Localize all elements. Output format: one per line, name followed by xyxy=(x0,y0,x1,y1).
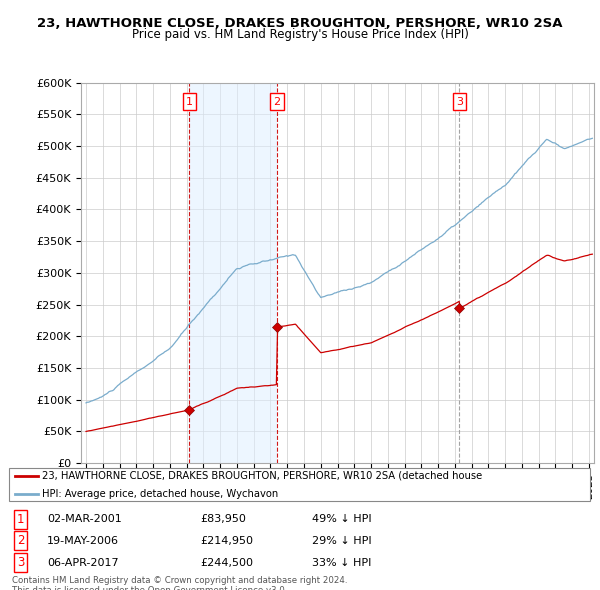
Bar xyxy=(190,83,277,463)
Text: 1: 1 xyxy=(17,513,25,526)
Text: 2: 2 xyxy=(273,97,280,107)
Text: £214,950: £214,950 xyxy=(200,536,253,546)
Text: £83,950: £83,950 xyxy=(200,514,246,524)
Text: 19-MAY-2006: 19-MAY-2006 xyxy=(47,536,119,546)
Text: 3: 3 xyxy=(17,556,25,569)
Text: 02-MAR-2001: 02-MAR-2001 xyxy=(47,514,122,524)
Text: 3: 3 xyxy=(456,97,463,107)
Text: 33% ↓ HPI: 33% ↓ HPI xyxy=(312,558,371,568)
Text: Contains HM Land Registry data © Crown copyright and database right 2024.
This d: Contains HM Land Registry data © Crown c… xyxy=(12,576,347,590)
Text: 06-APR-2017: 06-APR-2017 xyxy=(47,558,119,568)
Text: 49% ↓ HPI: 49% ↓ HPI xyxy=(312,514,371,524)
Text: Price paid vs. HM Land Registry's House Price Index (HPI): Price paid vs. HM Land Registry's House … xyxy=(131,28,469,41)
Text: HPI: Average price, detached house, Wychavon: HPI: Average price, detached house, Wych… xyxy=(43,489,279,499)
Text: 23, HAWTHORNE CLOSE, DRAKES BROUGHTON, PERSHORE, WR10 2SA: 23, HAWTHORNE CLOSE, DRAKES BROUGHTON, P… xyxy=(37,17,563,30)
Text: 2: 2 xyxy=(17,535,25,548)
Text: £244,500: £244,500 xyxy=(200,558,253,568)
Text: 29% ↓ HPI: 29% ↓ HPI xyxy=(312,536,371,546)
Text: 1: 1 xyxy=(186,97,193,107)
FancyBboxPatch shape xyxy=(9,468,590,501)
Text: 23, HAWTHORNE CLOSE, DRAKES BROUGHTON, PERSHORE, WR10 2SA (detached house: 23, HAWTHORNE CLOSE, DRAKES BROUGHTON, P… xyxy=(43,471,483,481)
